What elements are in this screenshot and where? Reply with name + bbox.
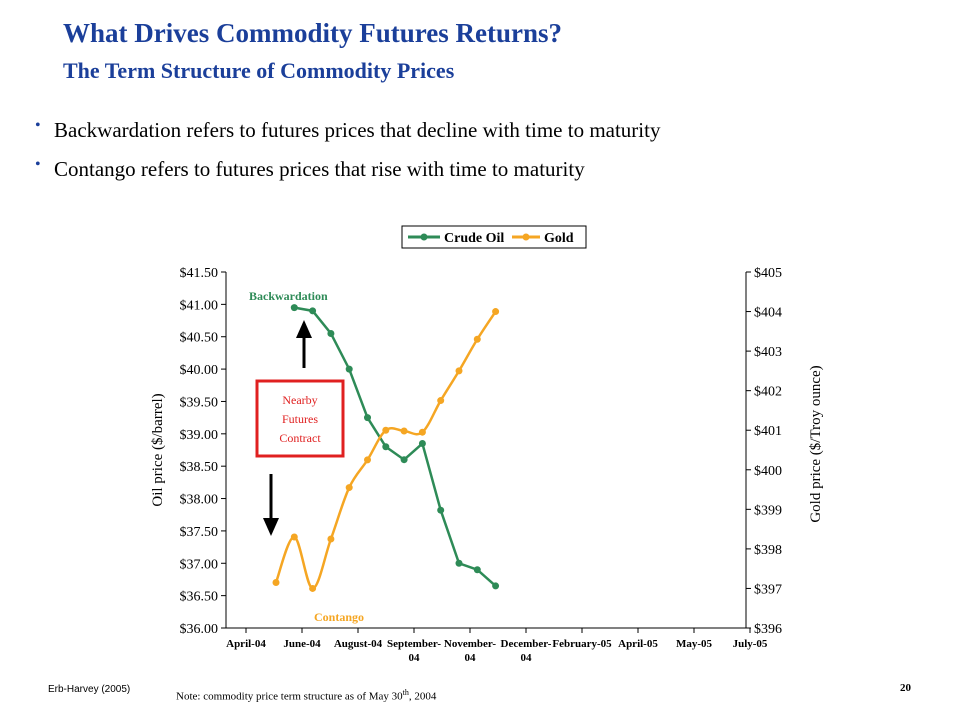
left-tick-label: $37.00 bbox=[180, 557, 219, 572]
bullet-dot-icon: • bbox=[35, 117, 41, 134]
left-tick-label: $37.50 bbox=[180, 525, 219, 540]
right-tick-label: $404 bbox=[754, 306, 782, 321]
left-tick-label: $41.50 bbox=[180, 266, 219, 281]
chart-legend: Crude Oil Gold bbox=[401, 225, 587, 249]
crude-oil-point bbox=[492, 582, 500, 590]
crude-oil-point bbox=[309, 307, 317, 315]
right-tick-label: $403 bbox=[754, 345, 782, 360]
page-number: 20 bbox=[900, 682, 911, 694]
x-tick-label: February-05 bbox=[552, 638, 612, 650]
crude-oil-point bbox=[327, 329, 335, 337]
gold-point bbox=[309, 584, 317, 592]
gold-point bbox=[382, 426, 390, 434]
left-tick-label: $39.00 bbox=[180, 428, 219, 443]
up-arrow-icon bbox=[296, 320, 312, 368]
right-tick-label: $400 bbox=[754, 464, 782, 479]
gold-point bbox=[327, 535, 335, 543]
left-axis-ticks: $41.50 $41.00 $40.50 $40.00 $39.50 $39.00 $38.… bbox=[180, 266, 226, 637]
legend-crude-oil-label: Crude Oil bbox=[444, 231, 504, 246]
x-tick-label: June-04 bbox=[283, 638, 321, 650]
left-tick-label: $36.50 bbox=[180, 590, 219, 605]
right-tick-label: $405 bbox=[754, 266, 782, 281]
x-tick-label: April-04 bbox=[226, 638, 266, 650]
nearby-contract-box bbox=[255, 379, 345, 458]
right-axis-ticks: $405 $404 $403 $402 $401 $400 $399 $398 $397 $396 bbox=[746, 266, 782, 637]
crude-oil-point bbox=[418, 440, 426, 448]
x-tick-label: December-04 bbox=[501, 638, 552, 664]
gold-point bbox=[418, 428, 426, 436]
left-tick-label: $40.00 bbox=[180, 363, 219, 378]
crude-oil-point bbox=[400, 456, 408, 464]
x-tick-label: August-04 bbox=[334, 638, 383, 650]
gold-point bbox=[492, 308, 500, 316]
right-tick-label: $396 bbox=[754, 622, 782, 637]
crude-oil-point bbox=[382, 443, 390, 451]
left-tick-label: $41.00 bbox=[180, 298, 219, 313]
page-subtitle: The Term Structure of Commodity Prices bbox=[63, 58, 455, 83]
left-tick-label: $38.00 bbox=[180, 493, 219, 508]
legend-gold-label: Gold bbox=[544, 231, 574, 246]
legend-gold-marker bbox=[522, 233, 530, 241]
legend-crude-oil-marker bbox=[420, 233, 428, 241]
bullet-text: Backwardation refers to futures prices t… bbox=[54, 118, 661, 142]
crude-oil-point bbox=[290, 304, 298, 312]
gold-point bbox=[272, 579, 280, 587]
backwardation-label: Backwardation bbox=[249, 289, 328, 303]
gold-point bbox=[400, 427, 408, 435]
x-axis-ticks: April-04 June-04 August-04 September-04Nove… bbox=[226, 628, 768, 664]
contango-label: Contango bbox=[314, 610, 364, 624]
gold-point bbox=[455, 367, 463, 375]
crude-oil-point bbox=[437, 506, 445, 514]
gold-point bbox=[364, 456, 371, 464]
crude-oil-point bbox=[455, 559, 463, 567]
left-tick-label: $36.00 bbox=[180, 622, 219, 637]
source-citation: Erb-Harvey (2005) bbox=[48, 684, 131, 695]
left-tick-label: $39.50 bbox=[180, 395, 219, 410]
series-layer bbox=[272, 304, 500, 592]
x-tick-label: May-05 bbox=[676, 638, 713, 650]
left-tick-label: $38.50 bbox=[180, 460, 219, 475]
gold-point bbox=[345, 484, 353, 492]
bullet-item: • Contango refers to futures prices that … bbox=[35, 156, 660, 182]
crude-oil-point bbox=[473, 566, 481, 574]
bullet-text: Contango refers to futures prices that r… bbox=[54, 157, 585, 181]
right-tick-label: $397 bbox=[754, 582, 782, 597]
x-tick-label: September-04 bbox=[387, 638, 441, 664]
nearby-label-line3: Contract bbox=[279, 431, 321, 445]
right-tick-label: $401 bbox=[754, 424, 782, 439]
bullet-list: • Backwardation refers to futures prices … bbox=[35, 117, 661, 196]
chart-note: Note: commodity price term structure as … bbox=[176, 688, 437, 703]
term-structure-chart: Crude Oil Gold $41.50$41.00$40.50$40.00$… bbox=[150, 225, 824, 664]
nearby-label-line2: Futures bbox=[282, 412, 318, 426]
crude-oil-point bbox=[345, 365, 353, 373]
bullet-item: • Backwardation refers to futures prices … bbox=[35, 117, 661, 143]
page-title: What Drives Commodity Futures Returns? bbox=[63, 18, 562, 48]
nearby-label-line1: Nearby bbox=[282, 393, 317, 407]
left-axis-label: Oil price ($/barrel) bbox=[150, 393, 166, 506]
x-tick-label: July-05 bbox=[733, 638, 768, 650]
right-tick-label: $398 bbox=[754, 543, 782, 558]
legend-box bbox=[401, 225, 587, 249]
crude-oil-point bbox=[364, 414, 371, 422]
x-tick-label: November-04 bbox=[444, 638, 496, 664]
right-tick-label: $399 bbox=[754, 503, 782, 518]
right-axis-label: Gold price ($/Troy ounce) bbox=[808, 365, 824, 522]
x-tick-label: April-05 bbox=[618, 638, 658, 650]
bullet-dot-icon: • bbox=[35, 156, 41, 173]
down-arrow-icon bbox=[263, 474, 279, 536]
left-tick-label: $40.50 bbox=[180, 331, 219, 346]
right-tick-label: $402 bbox=[754, 385, 782, 400]
gold-point bbox=[437, 397, 445, 405]
gold-point bbox=[473, 335, 481, 343]
gold-point bbox=[290, 533, 298, 541]
